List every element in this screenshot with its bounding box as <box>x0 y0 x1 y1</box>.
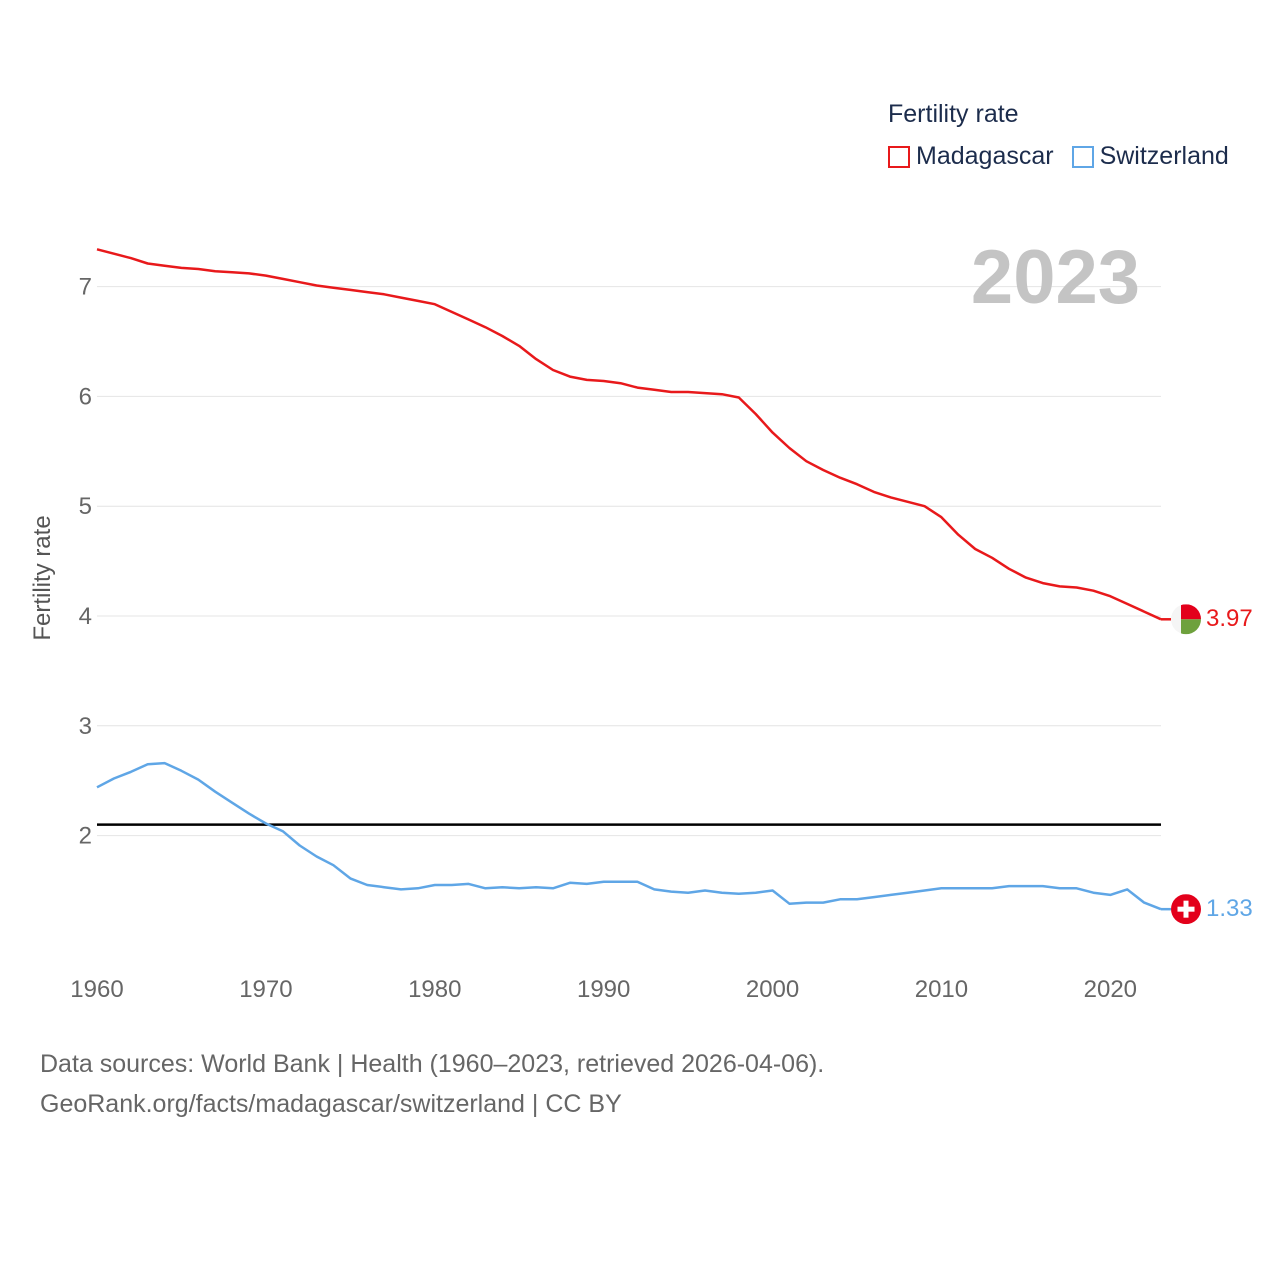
y-tick-label: 7 <box>79 274 92 301</box>
switzerland-swatch-icon <box>1071 145 1094 168</box>
x-tick-label: 1990 <box>577 976 630 1003</box>
y-axis-label: Fertility rate <box>29 515 56 641</box>
current-year-label: 2023 <box>970 235 1140 320</box>
y-axis-ticks: 2 3 4 5 6 7 <box>79 274 92 850</box>
y-tick-label: 6 <box>79 383 92 410</box>
series-line-madagascar <box>96 248 1162 621</box>
switzerland-end-value: 1.33 <box>1206 895 1253 923</box>
legend-item-madagascar[interactable]: Madagascar <box>888 142 1054 171</box>
series-line-switzerland <box>96 761 1162 911</box>
legend-label-switzerland: Switzerland <box>1099 142 1229 170</box>
end-markers <box>1171 604 1201 925</box>
series-lines <box>96 248 1171 911</box>
gridlines <box>97 286 1161 837</box>
x-tick-label: 2000 <box>746 976 799 1003</box>
madagascar-end-value: 3.97 <box>1206 605 1253 633</box>
x-tick-label: 2010 <box>915 976 968 1003</box>
x-tick-label: 2020 <box>1084 976 1137 1003</box>
y-tick-label: 5 <box>79 493 92 520</box>
y-tick-label: 2 <box>79 823 92 850</box>
madagascar-flag-icon <box>1171 604 1201 635</box>
x-tick-label: 1980 <box>408 976 461 1003</box>
source-line-2[interactable]: GeoRank.org/facts/madagascar/switzerland… <box>40 1090 622 1118</box>
legend-item-switzerland[interactable]: Switzerland <box>1071 142 1229 171</box>
x-tick-label: 1960 <box>70 976 123 1003</box>
legend: Madagascar Switzerland <box>888 142 1229 171</box>
y-tick-label: 4 <box>79 603 92 630</box>
legend-label-madagascar: Madagascar <box>916 142 1054 170</box>
x-axis-ticks: 1960 1970 1980 1990 2000 2010 2020 <box>70 976 1137 1003</box>
legend-title: Fertility rate <box>888 100 1019 128</box>
x-tick-label: 1970 <box>239 976 292 1003</box>
source-line-1: Data sources: World Bank | Health (1960–… <box>40 1050 825 1078</box>
madagascar-swatch-icon <box>888 145 910 168</box>
source-caption: Data sources: World Bank | Health (1960–… <box>40 1044 824 1124</box>
switzerland-flag-icon <box>1171 894 1201 925</box>
y-tick-label: 3 <box>79 713 92 740</box>
